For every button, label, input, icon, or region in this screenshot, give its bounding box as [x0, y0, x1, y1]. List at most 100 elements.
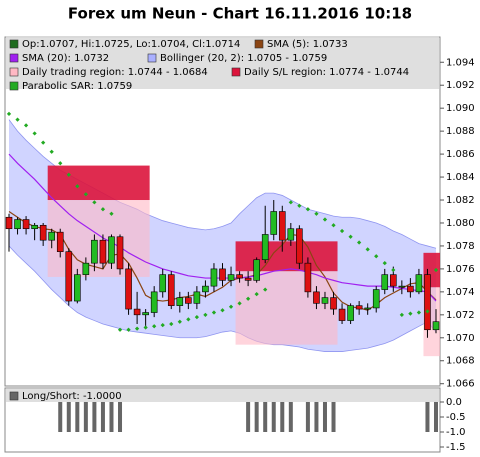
y-tick-label: -0.5	[446, 412, 466, 423]
bollinger-lower	[8, 245, 437, 352]
candle-body	[176, 297, 184, 306]
sar-dot	[228, 304, 234, 309]
lower-plot	[58, 402, 438, 432]
legend-swatch	[254, 39, 264, 49]
candle-body	[304, 262, 312, 293]
sar-dot	[288, 200, 293, 205]
candle-body	[91, 239, 98, 264]
candle-body	[347, 305, 354, 321]
sar-dot	[169, 321, 174, 327]
legend: Op:1.0707, Hi:1.0725, Lo:1.0704, Cl:1.07…	[6, 36, 439, 402]
candle-body	[39, 224, 47, 241]
position-bar	[305, 402, 310, 432]
position-bar	[280, 402, 285, 432]
position-bar	[314, 402, 319, 432]
sar-dot	[245, 296, 251, 301]
trading-region	[47, 200, 150, 277]
candle-body	[355, 305, 363, 310]
y-tick-label: 1.076	[446, 264, 475, 275]
candle-body	[159, 274, 167, 293]
sl-region	[47, 165, 150, 201]
y-tick-label: -1.5	[446, 442, 466, 453]
candle-body	[108, 236, 115, 264]
y-tick-label: 1.088	[446, 126, 475, 137]
candle-body	[82, 262, 90, 275]
y-tick-label: 1.094	[446, 57, 475, 68]
sar-dot	[143, 325, 148, 330]
candle-body	[227, 274, 235, 281]
candle-body	[48, 231, 56, 241]
position-bar	[66, 402, 71, 432]
sar-dot	[186, 317, 191, 322]
sl-region	[235, 241, 338, 272]
sar-dot	[203, 312, 208, 317]
candle-body	[14, 219, 21, 230]
position-bar	[288, 402, 293, 432]
position-bar	[100, 402, 105, 432]
candle-body	[432, 321, 440, 331]
y-tick-label: 1.068	[446, 356, 475, 367]
legend-label: Op:1.0707, Hi:1.0725, Lo:1.0704, Cl:1.07…	[22, 39, 240, 50]
position-bar	[263, 402, 268, 432]
candle-body	[185, 297, 192, 304]
candle-body	[22, 219, 30, 230]
sar-dot	[152, 324, 157, 329]
position-bar	[83, 402, 88, 432]
sar-dot	[399, 312, 404, 317]
position-bar	[92, 402, 97, 432]
y-tick-label: 1.082	[446, 195, 475, 206]
candle-body	[389, 274, 397, 287]
chart-title: Forex um Neun - Chart 16.11.2016 10:18	[68, 5, 412, 23]
legend-swatch	[147, 53, 157, 63]
sar-dot	[220, 308, 225, 313]
sar-dot	[263, 287, 268, 292]
axes: 1.066 1.068 1.070 1.072 1.074 1.076 1.078 1.080…	[440, 57, 475, 453]
y-tick-label: 1.074	[446, 287, 475, 298]
sar-dot	[348, 234, 353, 239]
sar-dot	[425, 309, 430, 314]
legend-swatch	[9, 81, 19, 91]
legend-box	[6, 389, 439, 402]
position-bar	[246, 402, 251, 432]
y-tick-label: 1.072	[446, 310, 475, 321]
candle-body	[202, 285, 209, 293]
position-bar	[254, 402, 259, 432]
candle-body	[321, 297, 329, 304]
sar-dot	[49, 149, 54, 154]
legend-label: SMA (20): 1.0732	[22, 53, 109, 64]
candle-body	[116, 236, 124, 270]
y-tick-label: 1.086	[446, 149, 475, 160]
sar-dot	[416, 310, 422, 315]
legend-swatch	[9, 391, 19, 401]
candle-body	[5, 216, 13, 230]
y-tick-label: 1.092	[446, 80, 475, 91]
candle-body	[407, 285, 414, 293]
candle-body	[398, 285, 406, 288]
sar-dot	[322, 217, 328, 222]
candle-body	[193, 291, 201, 304]
sar-dot	[66, 172, 71, 177]
legend-label: Daily trading region: 1.0744 - 1.0684	[22, 67, 208, 78]
position-bar	[75, 402, 80, 432]
y-tick-label: -1.0	[446, 427, 466, 438]
sar-dot	[134, 326, 140, 331]
sar-dot	[331, 223, 336, 228]
sar-dot	[100, 207, 106, 212]
legend-swatch	[9, 67, 19, 77]
y-tick-label: 1.078	[446, 241, 475, 252]
legend-label: SMA (5): 1.0733	[267, 39, 348, 50]
sar-dot	[254, 292, 259, 297]
sar-dot	[433, 267, 439, 273]
position-bar	[118, 402, 123, 432]
sar-dot	[83, 192, 88, 197]
candle-body	[415, 274, 423, 293]
candle-body	[253, 259, 260, 281]
candle-body	[381, 274, 389, 290]
trading-region	[235, 271, 338, 345]
candle-body	[150, 291, 158, 313]
candle-body	[65, 251, 73, 302]
legend-swatch	[9, 39, 19, 49]
candle-body	[296, 228, 303, 264]
y-tick-label: 1.090	[446, 103, 475, 114]
candle-body	[74, 274, 81, 302]
